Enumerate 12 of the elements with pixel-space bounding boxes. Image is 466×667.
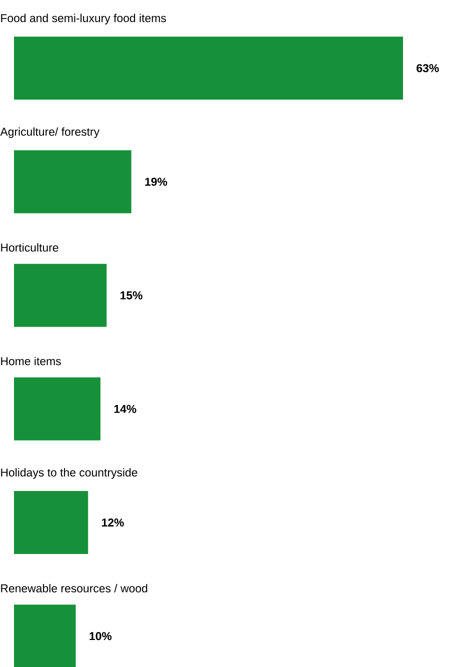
data-label: 19% <box>145 178 168 186</box>
y-tick-label: Food and semi-luxury food items <box>1 14 166 24</box>
y-tick-label: Renewable resources / wood <box>1 584 148 592</box>
data-label: 15% <box>120 291 142 300</box>
y-tick-label: Holidays to the countryside <box>1 468 138 479</box>
y-tick-label: Agriculture/ forestry <box>0 127 100 138</box>
y-tick-label: Horticulture <box>1 243 58 252</box>
data-label: 10% <box>90 632 112 640</box>
data-label: 63% <box>416 64 439 72</box>
y-tick-label: Home items <box>1 356 61 366</box>
data-label: 14% <box>114 404 136 413</box>
data-label: 12% <box>102 518 124 527</box>
